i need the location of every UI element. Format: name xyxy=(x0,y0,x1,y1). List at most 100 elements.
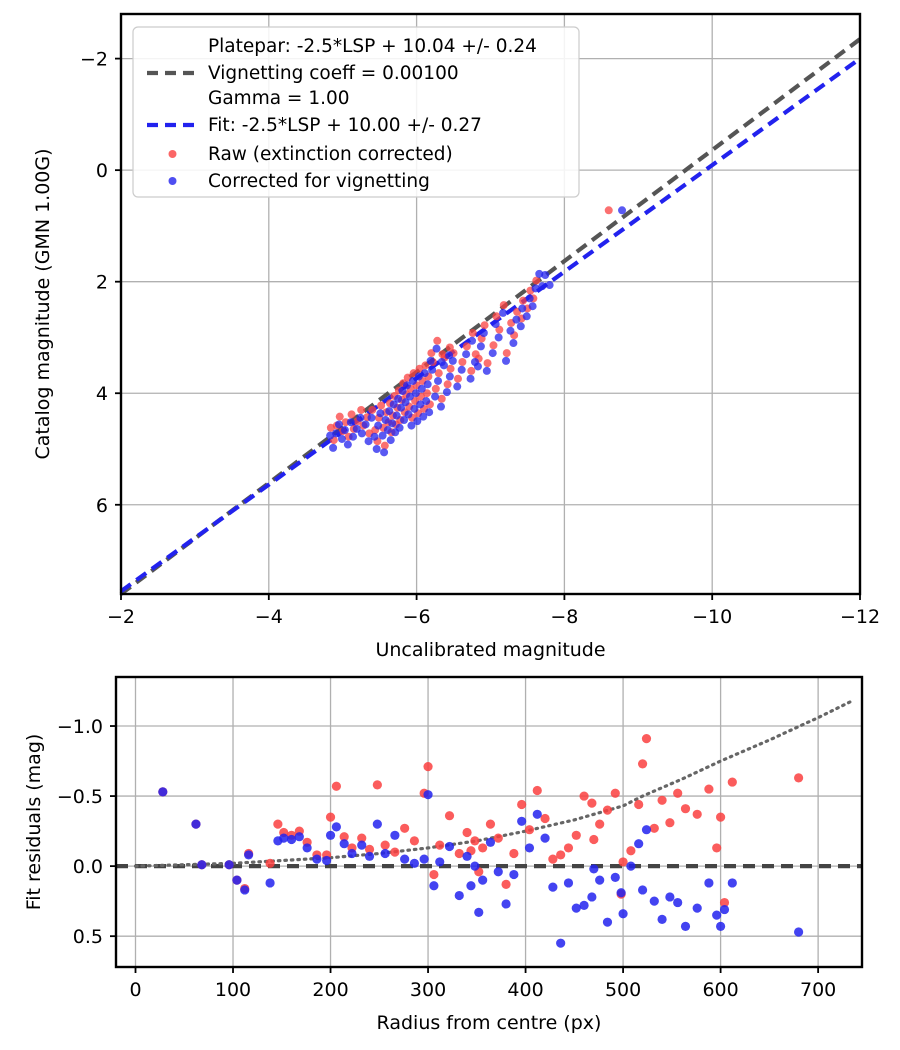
data-point xyxy=(325,830,336,840)
data-point xyxy=(467,366,476,375)
data-point xyxy=(446,364,455,373)
y-tick-label: 0.0 xyxy=(73,856,103,878)
data-point xyxy=(462,342,471,351)
y-axis-label: Catalog magnitude (GMN 1.00G) xyxy=(32,148,54,459)
data-point xyxy=(407,421,416,430)
data-point xyxy=(641,734,652,744)
data-point xyxy=(397,403,406,412)
data-point xyxy=(595,819,605,829)
data-point xyxy=(414,372,423,381)
data-point xyxy=(602,805,613,815)
data-point xyxy=(485,819,496,829)
x-tick-label: 400 xyxy=(507,979,543,1001)
data-point xyxy=(466,374,475,383)
data-point xyxy=(335,420,343,429)
data-point xyxy=(470,861,480,871)
data-point xyxy=(493,867,503,877)
x-tick-label: 500 xyxy=(605,979,641,1001)
data-point xyxy=(405,392,414,401)
data-point xyxy=(325,812,336,822)
data-point xyxy=(641,825,652,835)
legend-item[interactable]: Fit: -2.5*LSP + 10.00 +/- 0.27 xyxy=(147,115,482,136)
data-point xyxy=(394,394,403,403)
data-point xyxy=(302,843,312,853)
data-point xyxy=(357,833,367,843)
data-point xyxy=(346,418,355,427)
data-point xyxy=(610,788,620,798)
y-tick-label: 2 xyxy=(96,272,108,294)
x-axis-label: Uncalibrated magnitude xyxy=(375,639,605,661)
data-point xyxy=(483,359,492,368)
data-point xyxy=(265,858,275,868)
data-point xyxy=(357,429,366,438)
data-point xyxy=(502,349,511,358)
legend-label: Raw (extinction corrected) xyxy=(208,144,453,165)
data-point xyxy=(433,336,442,345)
data-point xyxy=(426,356,435,365)
data-point xyxy=(191,819,201,829)
data-point xyxy=(435,840,445,850)
data-point xyxy=(462,350,471,359)
x-tick-label: −4 xyxy=(255,606,283,628)
legend-item[interactable]: Vignetting coeff = 0.00100 xyxy=(147,63,459,84)
data-point xyxy=(794,773,804,783)
data-point xyxy=(478,875,488,885)
data-point xyxy=(372,445,381,453)
data-point xyxy=(462,827,472,838)
data-point xyxy=(423,762,433,772)
legend-label: Vignetting coeff = 0.00100 xyxy=(208,63,459,84)
data-point xyxy=(429,869,439,880)
data-point xyxy=(390,830,400,840)
data-point xyxy=(716,921,726,931)
legend-label: Corrected for vignetting xyxy=(208,171,430,192)
legend-label: Fit: -2.5*LSP + 10.00 +/- 0.27 xyxy=(208,115,482,136)
data-point xyxy=(509,848,519,859)
data-point xyxy=(428,365,437,374)
data-point xyxy=(528,302,537,311)
data-point xyxy=(442,388,451,397)
data-point xyxy=(273,819,283,829)
data-point xyxy=(444,841,455,852)
x-tick-label: 600 xyxy=(702,979,738,1001)
legend-item[interactable]: Raw (extinction corrected) xyxy=(168,144,453,165)
legend-item[interactable]: Gamma = 1.00 xyxy=(208,88,350,109)
data-point xyxy=(482,366,491,375)
x-tick-label: 700 xyxy=(800,979,836,1001)
data-point xyxy=(400,854,410,864)
data-point xyxy=(563,843,574,853)
x-tick-label: −2 xyxy=(107,606,135,628)
data-point xyxy=(444,811,455,821)
data-point xyxy=(657,914,667,924)
data-point xyxy=(437,394,446,403)
data-point xyxy=(427,349,436,358)
data-point xyxy=(443,380,452,389)
data-point xyxy=(524,825,535,835)
data-point xyxy=(548,854,558,864)
data-point xyxy=(531,284,540,293)
data-point xyxy=(453,382,462,391)
data-point xyxy=(197,860,207,870)
data-point xyxy=(400,416,409,424)
data-point xyxy=(540,813,550,824)
y-axis-label: Fit residuals (mag) xyxy=(23,734,45,911)
data-point xyxy=(445,343,454,352)
data-point xyxy=(322,855,332,866)
data-point xyxy=(392,411,401,420)
data-point xyxy=(489,341,498,350)
data-point xyxy=(637,885,648,895)
data-point xyxy=(665,892,675,902)
legend-item[interactable]: Corrected for vignetting xyxy=(168,171,430,192)
data-point xyxy=(680,804,691,814)
data-point xyxy=(692,903,702,913)
legend: Platepar: -2.5*LSP + 10.04 +/- 0.24 Vigne… xyxy=(132,26,580,198)
data-point xyxy=(224,860,234,870)
data-point xyxy=(380,848,390,859)
fit-residuals-axes: 0 100 200 300 400 500 600 700 0.5 0.0 −0.5 −1.0 Radi… xyxy=(23,675,864,1034)
data-point xyxy=(727,777,737,787)
data-point xyxy=(413,417,422,426)
x-tick-label: −12 xyxy=(840,606,880,628)
legend-item[interactable]: Platepar: -2.5*LSP + 10.04 +/- 0.24 xyxy=(208,36,537,57)
data-point xyxy=(380,840,390,850)
data-point xyxy=(719,897,730,908)
data-point xyxy=(712,843,722,853)
